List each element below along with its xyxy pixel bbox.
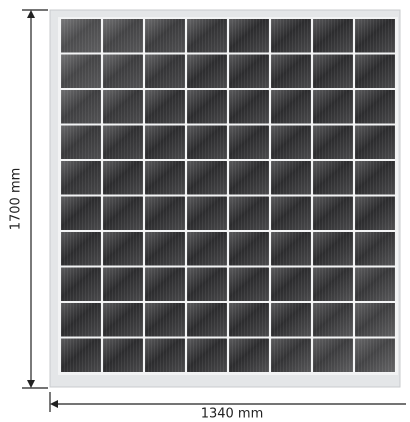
panel-gloss: [60, 18, 396, 373]
arrowhead: [27, 10, 35, 18]
height-label: 1700 mm: [9, 168, 24, 231]
arrowhead: [50, 400, 58, 408]
width-dimension: [49, 392, 406, 412]
width-label: 1340 mm: [201, 407, 264, 422]
arrowhead: [27, 380, 35, 388]
height-dimension: [22, 9, 48, 389]
